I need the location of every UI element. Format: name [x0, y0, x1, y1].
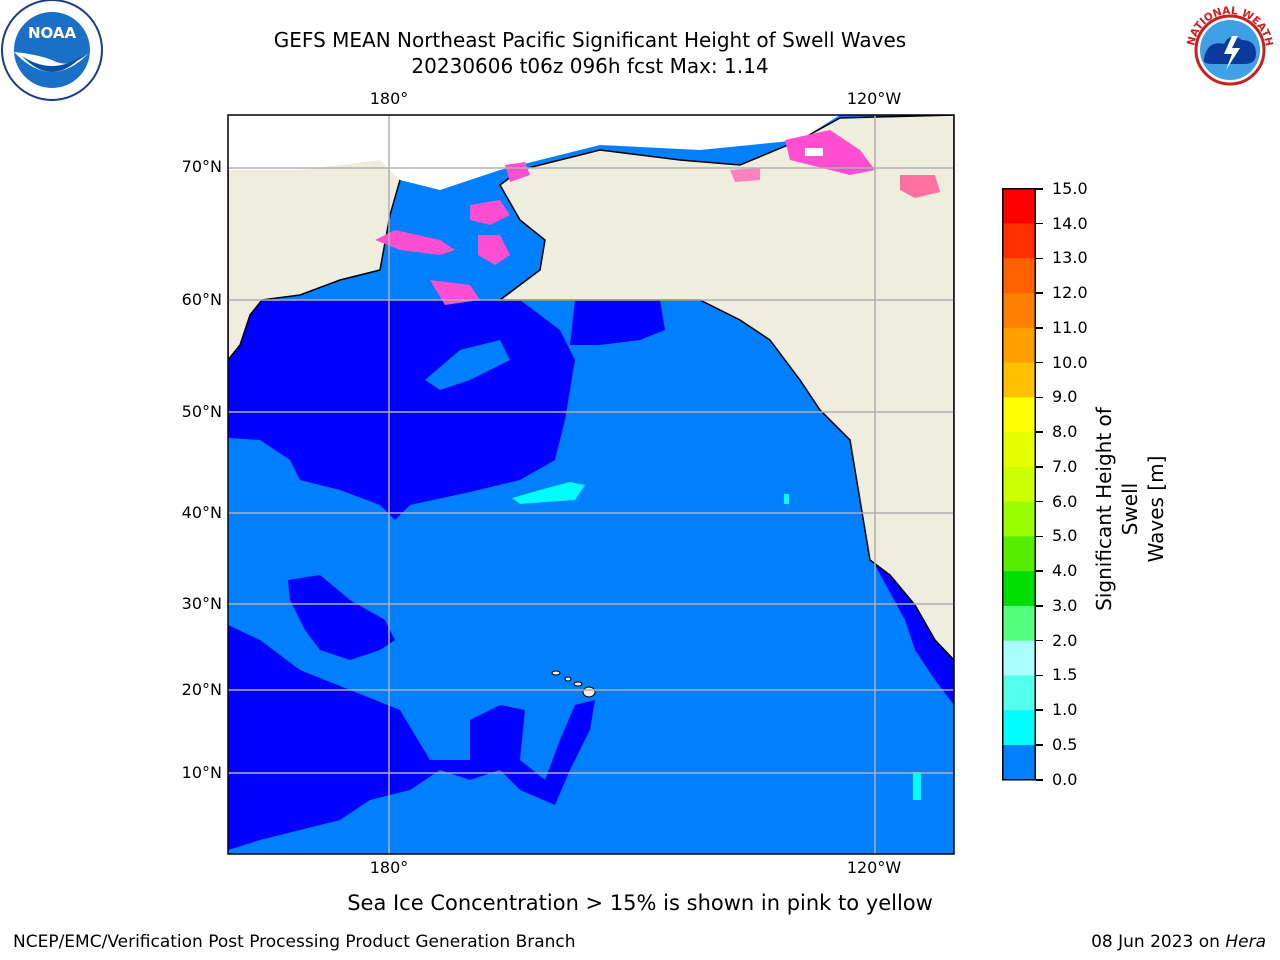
noaa-logo: NOAA [1, 0, 103, 101]
colorbar-segment [1002, 327, 1036, 364]
colorbar-tick-mark [1036, 570, 1043, 572]
ocean-swell-low-gulf [570, 300, 665, 345]
colorbar-tick-label: 3.0 [1052, 595, 1078, 615]
colorbar-tick-mark [1036, 779, 1043, 781]
lat-label-60n: 60°N [181, 290, 222, 309]
colorbar-tick-label: 0.0 [1052, 769, 1078, 789]
lat-label-50n: 50°N [181, 402, 222, 421]
chart-title: GEFS MEAN Northeast Pacific Significant … [273, 28, 907, 52]
colorbar-tick-label: 10.0 [1052, 352, 1088, 372]
sea-ice-patch [505, 162, 530, 182]
lon-label-bottom-180: 180° [369, 858, 409, 877]
colorbar-tick-mark [1036, 466, 1043, 468]
colorbar-tick-mark [1036, 674, 1043, 677]
colorbar-tick-mark [1036, 327, 1043, 329]
colorbar [1002, 188, 1036, 781]
chart-subtitle: 20230606 t06z 096h fcst Max: 1.14 [411, 54, 769, 78]
colorbar-tick-label: 0.5 [1052, 734, 1078, 754]
colorbar-segment [1002, 432, 1036, 468]
colorbar-tick-mark [1036, 535, 1043, 538]
colorbar-segment [1002, 293, 1036, 329]
colorbar-tick-label: 1.0 [1052, 700, 1078, 720]
colorbar-tick-mark [1036, 500, 1043, 503]
ocean-swell-high-streak [512, 482, 585, 504]
colorbar-segment [1002, 397, 1036, 433]
footer-producer: NCEP/EMC/Verification Post Processing Pr… [13, 932, 576, 952]
sea-ice-note: Sea Ice Concentration > 15% is shown in … [347, 891, 933, 915]
colorbar-segment [1002, 188, 1036, 225]
colorbar-tick-label: 11.0 [1052, 317, 1088, 337]
graticule [228, 115, 954, 854]
lat-label-70n: 70°N [181, 157, 222, 176]
colorbar-tick-mark [1036, 605, 1043, 607]
lat-label-20n: 20°N [181, 680, 222, 699]
ocean-swell-low-coast [875, 565, 954, 705]
lon-label-bottom-120w: 120°W [846, 858, 902, 877]
colorbar-segment [1002, 640, 1036, 676]
colorbar-segment [1002, 466, 1036, 503]
colorbar-tick-mark [1036, 396, 1043, 399]
colorbar-tick-mark [1036, 257, 1043, 260]
colorbar-segment [1002, 744, 1036, 781]
arctic-no-data [228, 115, 840, 190]
colorbar-tick-mark [1036, 431, 1043, 433]
colorbar-tick-label: 5.0 [1052, 526, 1078, 546]
colorbar-tick-label: 2.0 [1052, 630, 1078, 650]
ocean-swell-mid-patch [425, 340, 510, 390]
lat-label-40n: 40°N [181, 503, 222, 522]
colorbar-tick-label: 13.0 [1052, 248, 1088, 268]
noaa-logo-text: NOAA [28, 24, 77, 42]
colorbar-tick-label: 15.0 [1052, 178, 1088, 198]
colorbar-tick-label: 12.0 [1052, 283, 1088, 303]
colorbar-tick-mark [1036, 292, 1043, 294]
land-north-america [497, 115, 954, 662]
colorbar-tick-mark [1036, 709, 1043, 711]
map-frame [227, 114, 955, 855]
nws-logo: NATIONAL WEATHER SERVICE [1178, 0, 1278, 98]
colorbar-segment [1002, 501, 1036, 537]
colorbar-segment [1002, 710, 1036, 746]
colorbar-tick-label: 14.0 [1052, 213, 1088, 233]
colorbar-tick-label: 6.0 [1052, 491, 1078, 511]
footer-machine: Hera [1225, 932, 1266, 952]
lon-label-top-180: 180° [369, 89, 409, 108]
colorbar-tick-label: 1.5 [1052, 665, 1078, 685]
colorbar-tick-mark [1036, 639, 1043, 642]
colorbar-label: Significant Height of Swell Waves [m] [1092, 407, 1168, 611]
colorbar-tick-label: 9.0 [1052, 387, 1078, 407]
colorbar-tick-mark [1036, 744, 1043, 746]
colorbar-segment [1002, 258, 1036, 294]
lat-label-30n: 30°N [181, 594, 222, 613]
colorbar-segment [1002, 362, 1036, 398]
colorbar-segment [1002, 536, 1036, 572]
colorbar-tick-label: 7.0 [1052, 456, 1078, 476]
ocean-swell-low-central [288, 575, 395, 660]
colorbar-segment [1002, 605, 1036, 642]
colorbar-segment [1002, 223, 1036, 259]
colorbar-tick-mark [1036, 188, 1043, 190]
colorbar-segment [1002, 571, 1036, 607]
colorbar-segment [1002, 675, 1036, 711]
colorbar-tick-label: 4.0 [1052, 561, 1078, 581]
footer-date: 08 Jun 2023 on Hera [1091, 932, 1266, 952]
lat-label-10n: 10°N [181, 763, 222, 782]
colorbar-tick-mark [1036, 361, 1043, 364]
ocean-swell-low-south [228, 625, 595, 850]
colorbar-tick-label: 8.0 [1052, 422, 1078, 442]
colorbar-tick-mark [1036, 222, 1043, 225]
lon-label-top-120w: 120°W [846, 89, 902, 108]
